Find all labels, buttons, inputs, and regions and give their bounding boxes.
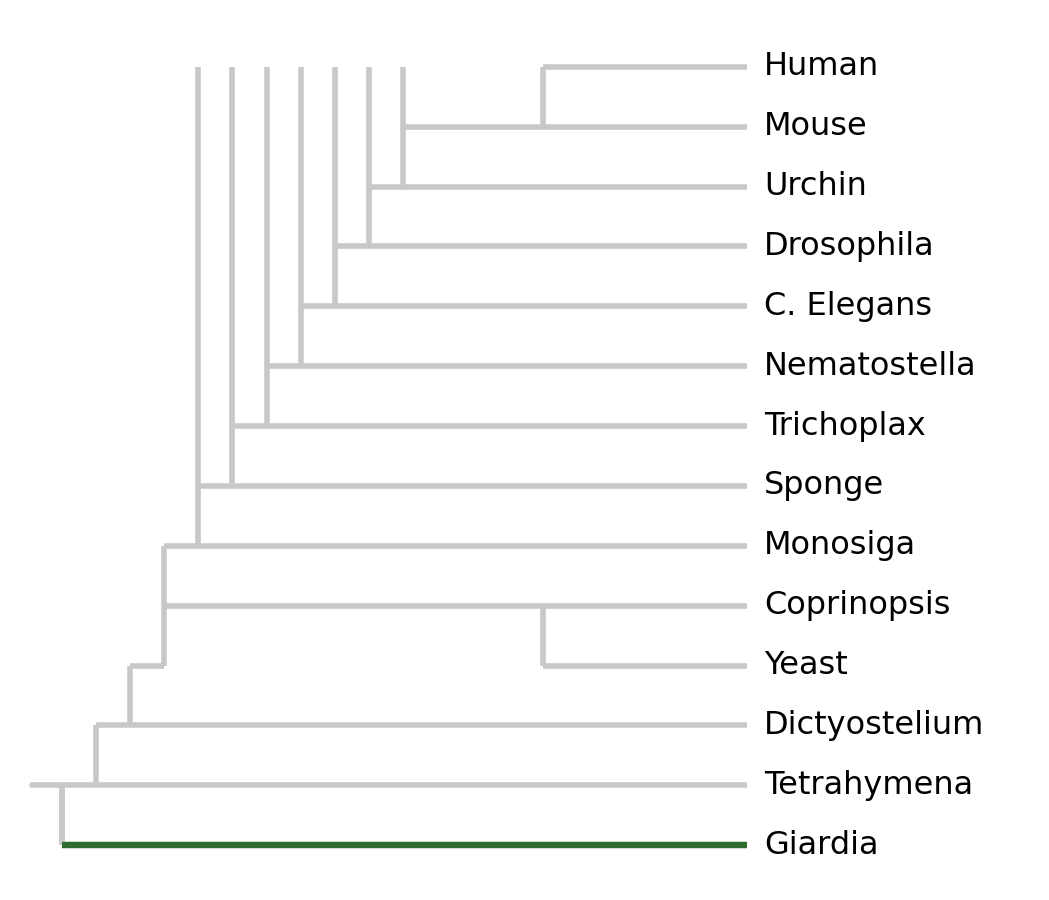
Text: Urchin: Urchin — [765, 171, 868, 202]
Text: Monosiga: Monosiga — [765, 530, 917, 562]
Text: Drosophila: Drosophila — [765, 231, 935, 262]
Text: Coprinopsis: Coprinopsis — [765, 590, 950, 621]
Text: Yeast: Yeast — [765, 650, 848, 681]
Text: Giardia: Giardia — [765, 830, 879, 860]
Text: C. Elegans: C. Elegans — [765, 291, 933, 322]
Text: Sponge: Sponge — [765, 471, 884, 501]
Text: Trichoplax: Trichoplax — [765, 410, 926, 442]
Text: Human: Human — [765, 51, 880, 82]
Text: Mouse: Mouse — [765, 112, 869, 142]
Text: Dictyostelium: Dictyostelium — [765, 710, 985, 741]
Text: Nematostella: Nematostella — [765, 351, 977, 382]
Text: Tetrahymena: Tetrahymena — [765, 770, 973, 801]
